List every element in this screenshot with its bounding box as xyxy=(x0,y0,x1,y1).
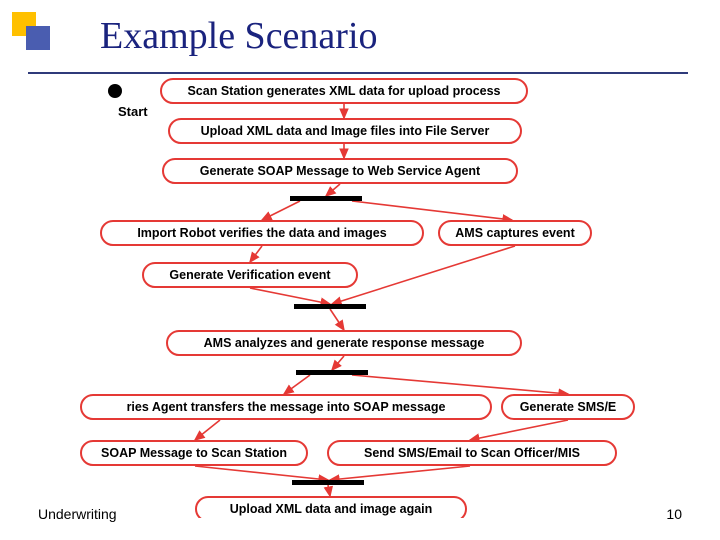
title-underline xyxy=(28,72,688,74)
flow-node-n5: AMS captures event xyxy=(438,220,592,246)
flow-node-n7: AMS analyzes and generate response messa… xyxy=(166,330,522,356)
sync-bar-b2 xyxy=(294,304,366,309)
page-number: 10 xyxy=(666,506,682,522)
flow-node-n10: SOAP Message to Scan Station xyxy=(80,440,308,466)
edge-3 xyxy=(262,201,300,220)
start-label: Start xyxy=(118,104,148,119)
flow-node-n12: Upload XML data and image again xyxy=(195,496,467,518)
slide-title: Example Scenario xyxy=(100,14,378,58)
flow-node-n1: Scan Station generates XML data for uplo… xyxy=(160,78,528,104)
flow-node-n4: Import Robot verifies the data and image… xyxy=(100,220,424,246)
flow-node-n8: ries Agent transfers the message into SO… xyxy=(80,394,492,420)
flow-node-n9: Generate SMS/E xyxy=(501,394,635,420)
edge-6 xyxy=(250,288,330,304)
corner-blue-square xyxy=(26,26,50,50)
edge-9 xyxy=(332,356,344,370)
edge-10 xyxy=(284,375,310,394)
edge-14 xyxy=(195,466,328,480)
sync-bar-b4 xyxy=(292,480,364,485)
edge-11 xyxy=(352,375,568,394)
edge-16 xyxy=(328,485,330,496)
edge-7 xyxy=(332,246,515,304)
sync-bar-b3 xyxy=(296,370,368,375)
edge-5 xyxy=(250,246,262,262)
flow-node-n6: Generate Verification event xyxy=(142,262,358,288)
flowchart-diagram: Start Scan Station generates XML data for… xyxy=(0,78,720,518)
edge-4 xyxy=(352,201,512,220)
sync-bar-b1 xyxy=(290,196,362,201)
edge-15 xyxy=(330,466,470,480)
edge-13 xyxy=(470,420,568,440)
edge-8 xyxy=(330,309,344,330)
flow-node-n11: Send SMS/Email to Scan Officer/MIS xyxy=(327,440,617,466)
footer-left: Underwriting xyxy=(38,506,117,522)
corner-decoration xyxy=(12,12,52,52)
flow-node-n3: Generate SOAP Message to Web Service Age… xyxy=(162,158,518,184)
start-dot xyxy=(108,84,122,98)
flow-node-n2: Upload XML data and Image files into Fil… xyxy=(168,118,522,144)
edge-12 xyxy=(195,420,220,440)
edge-2 xyxy=(326,184,340,196)
